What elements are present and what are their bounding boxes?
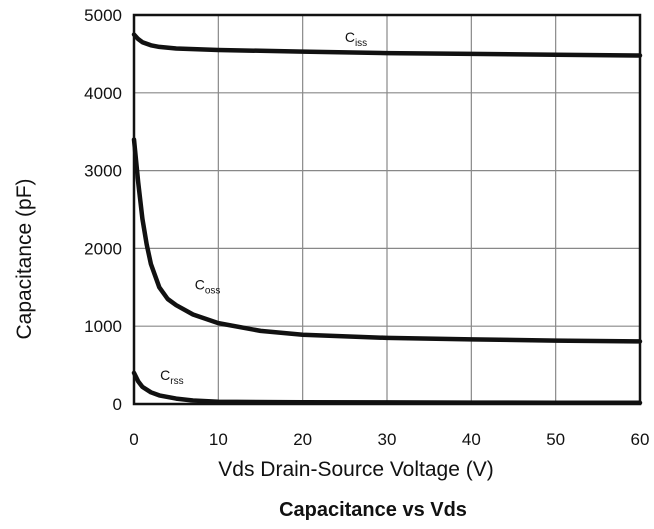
grid-lines	[133, 14, 641, 405]
y-tick-labels: 0 1000 2000 3000 4000 5000	[84, 6, 122, 414]
series-labels: Ciss Coss Crss	[160, 29, 367, 387]
series-label-coss: Coss	[195, 277, 221, 297]
x-tick-labels: 0 10 20 30 40 50 60	[129, 430, 649, 449]
x-tick-label: 40	[462, 430, 481, 449]
series-line-ciss	[131, 32, 643, 58]
y-tick-label: 2000	[84, 239, 122, 258]
y-tick-label: 4000	[84, 84, 122, 103]
x-tick-label: 20	[293, 430, 312, 449]
y-tick-label: 0	[113, 395, 122, 414]
series-lines	[131, 32, 643, 406]
x-tick-label: 50	[546, 430, 565, 449]
y-tick-label: 5000	[84, 6, 122, 25]
x-tick-label: 30	[378, 430, 397, 449]
y-tick-label: 1000	[84, 317, 122, 336]
plot-frame	[132, 13, 642, 406]
x-tick-label: 10	[209, 430, 228, 449]
series-label-ciss: Ciss	[345, 29, 367, 49]
series-line-coss	[131, 137, 643, 344]
x-tick-label: 0	[129, 430, 138, 449]
y-axis-title: Capacitance (pF)	[13, 178, 36, 339]
chart-title: Capacitance vs Vds	[279, 499, 467, 521]
x-axis-title: Vds Drain-Source Voltage (V)	[218, 458, 493, 481]
x-tick-label: 60	[631, 430, 650, 449]
series-line-crss	[131, 370, 643, 406]
series-label-crss: Crss	[160, 367, 183, 387]
y-tick-label: 3000	[84, 162, 122, 181]
